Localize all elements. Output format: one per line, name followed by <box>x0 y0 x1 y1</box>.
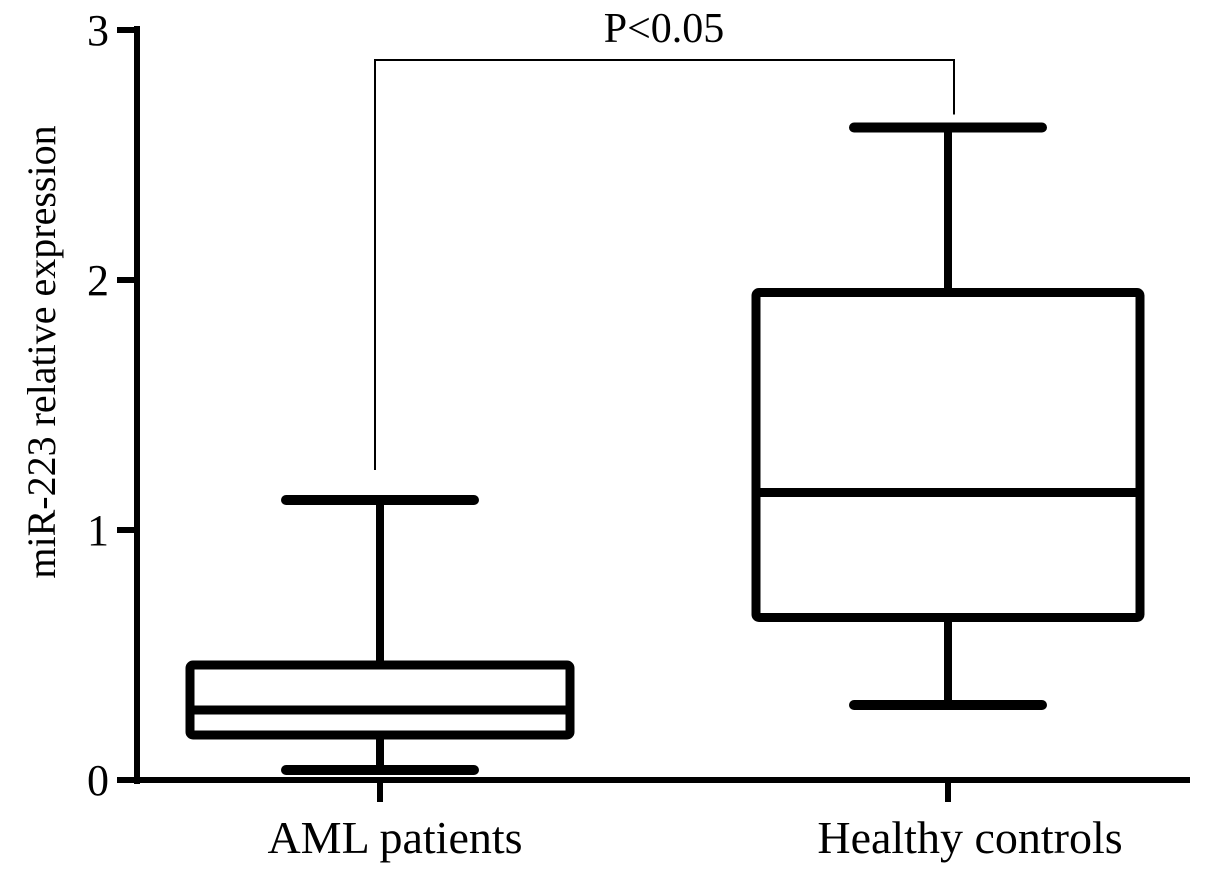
iqr-box <box>751 288 1145 622</box>
significance-label: P<0.05 <box>604 6 725 52</box>
boxes-group <box>185 122 1145 775</box>
x-category-label-2: Healthy controls <box>817 812 1122 863</box>
y-axis-title: miR-223 relative expression <box>19 125 64 578</box>
y-tick-label-1: 1 <box>87 506 109 555</box>
y-tick-label-2: 2 <box>87 256 109 305</box>
y-tick-label-0: 0 <box>87 756 109 805</box>
axes-group: 0 1 2 3 AML patients Healthy controls <box>87 6 1190 863</box>
y-tick-label-3: 3 <box>87 6 109 55</box>
box-2 <box>751 122 1145 710</box>
annotation-group <box>374 59 955 470</box>
box-1 <box>185 495 575 775</box>
x-category-label-1: AML patients <box>267 812 522 863</box>
significance-bracket <box>374 59 955 470</box>
iqr-box <box>185 660 575 740</box>
